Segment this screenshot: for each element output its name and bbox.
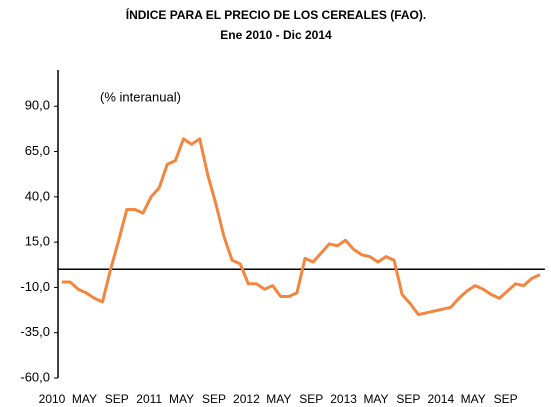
x-tick-label: SEP <box>299 392 323 406</box>
chart-subtitle: Ene 2010 - Dic 2014 <box>220 28 332 42</box>
y-tick-label: -10,0 <box>20 279 50 294</box>
x-tick-label: SEP <box>202 392 226 406</box>
chart-title: ÍNDICE PARA EL PRECIO DE LOS CEREALES (F… <box>126 7 426 22</box>
x-tick-label: SEP <box>105 392 129 406</box>
x-tick-label: 2011 <box>136 392 162 406</box>
y-tick-label: 15,0 <box>25 234 50 249</box>
data-line <box>62 137 541 317</box>
y-tick-label: -60,0 <box>20 369 50 384</box>
y-tick-label: 65,0 <box>25 143 50 158</box>
x-tick-label: MAY <box>461 392 486 406</box>
y-tick-label: 90,0 <box>25 98 50 113</box>
x-tick-label: 2013 <box>330 392 357 406</box>
x-tick-label: MAY <box>266 392 291 406</box>
x-tick-label: MAY <box>363 392 388 406</box>
y-tick-label: -35,0 <box>20 324 50 339</box>
x-tick-label: MAY <box>169 392 194 406</box>
x-tick-label: 2012 <box>233 392 260 406</box>
x-tick-label: SEP <box>396 392 420 406</box>
x-tick-label: MAY <box>72 392 97 406</box>
x-tick-label: 2010 <box>39 392 66 406</box>
annotation: (% interanual) <box>100 89 181 104</box>
y-tick-label: 40,0 <box>25 188 50 203</box>
x-tick-label: SEP <box>494 392 518 406</box>
x-tick-label: 2014 <box>427 392 454 406</box>
